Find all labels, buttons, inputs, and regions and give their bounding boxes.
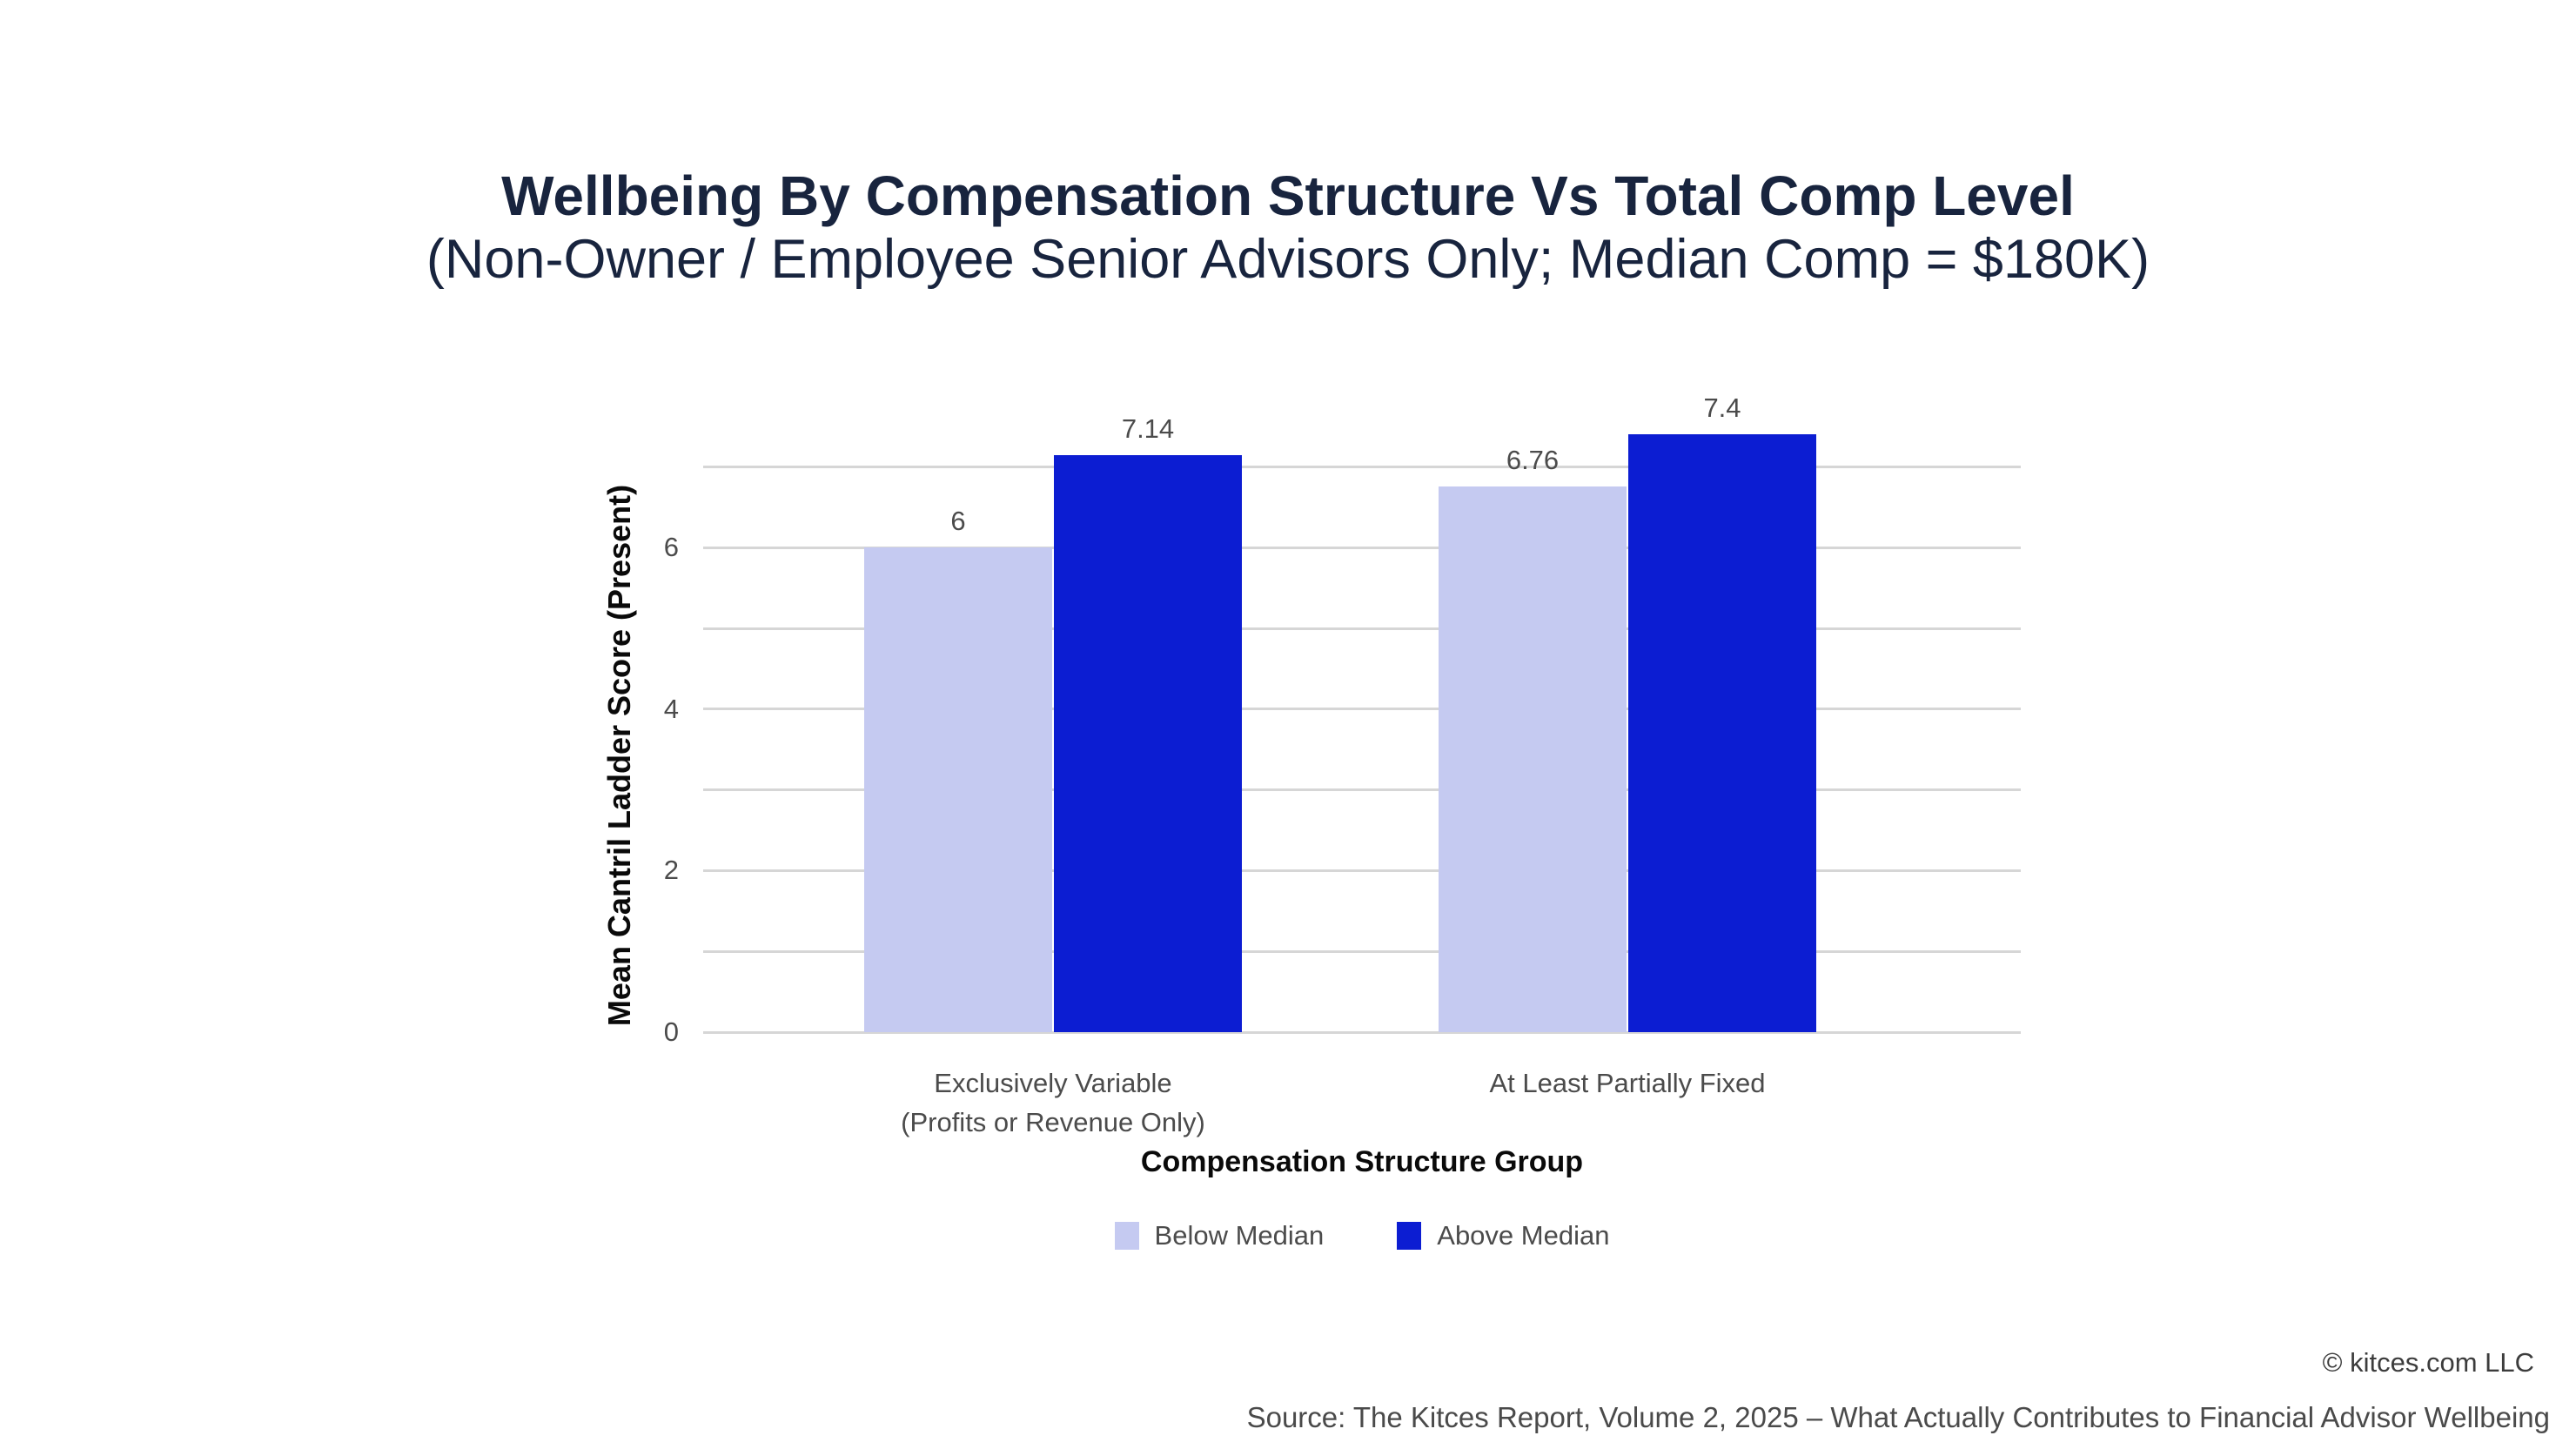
y-axis-title: Mean Cantril Ladder Score (Present) xyxy=(601,484,637,1027)
bar-above-median xyxy=(1628,434,1816,1032)
legend-item: Below Median xyxy=(1114,1220,1325,1251)
y-tick-label: 2 xyxy=(663,855,679,886)
gridline xyxy=(703,788,2021,792)
x-category-label: At Least Partially Fixed xyxy=(1489,1068,1766,1098)
gridline xyxy=(703,465,2021,468)
y-tick-label: 6 xyxy=(663,532,679,563)
legend-swatch-above-median xyxy=(1397,1222,1422,1250)
gridline xyxy=(703,627,2021,630)
source-note: Source: The Kitces Report, Volume 2, 202… xyxy=(1246,1401,2550,1433)
legend-item: Above Median xyxy=(1397,1220,1609,1251)
copyright-note: © kitces.com LLC xyxy=(2322,1347,2534,1378)
legend-label: Above Median xyxy=(1437,1220,1610,1251)
legend-label: Below Median xyxy=(1154,1220,1325,1251)
bar-above-median xyxy=(1054,455,1242,1032)
bar-value-label: 6 xyxy=(950,506,966,537)
bar-value-label: 7.4 xyxy=(1703,392,1741,424)
legend-swatch-below-median xyxy=(1114,1222,1139,1250)
gridline xyxy=(703,949,2021,953)
bar-value-label: 6.76 xyxy=(1506,444,1560,475)
y-tick-label: 0 xyxy=(663,1016,679,1047)
y-tick-label: 4 xyxy=(663,693,679,724)
x-axis-title: Compensation Structure Group xyxy=(1140,1145,1584,1178)
bar-below-median xyxy=(1439,486,1627,1032)
gridline xyxy=(703,546,2021,549)
chart-title: Wellbeing By Compensation Structure Vs T… xyxy=(501,164,2075,227)
gridline xyxy=(703,869,2021,872)
chart-header: Wellbeing By Compensation Structure Vs T… xyxy=(0,164,2576,292)
bar-value-label: 7.14 xyxy=(1121,413,1175,445)
gridline xyxy=(703,1030,2021,1034)
chart-subtitle: (Non-Owner / Employee Senior Advisors On… xyxy=(426,229,2150,291)
legend: Below Median Above Median xyxy=(703,1220,2021,1251)
plot-area: Compensation Structure Group Below Media… xyxy=(664,0,2021,1251)
bar-below-median xyxy=(864,547,1052,1032)
x-category-label: Exclusively Variable (Profits or Revenue… xyxy=(901,1068,1205,1137)
gridline xyxy=(703,708,2021,711)
